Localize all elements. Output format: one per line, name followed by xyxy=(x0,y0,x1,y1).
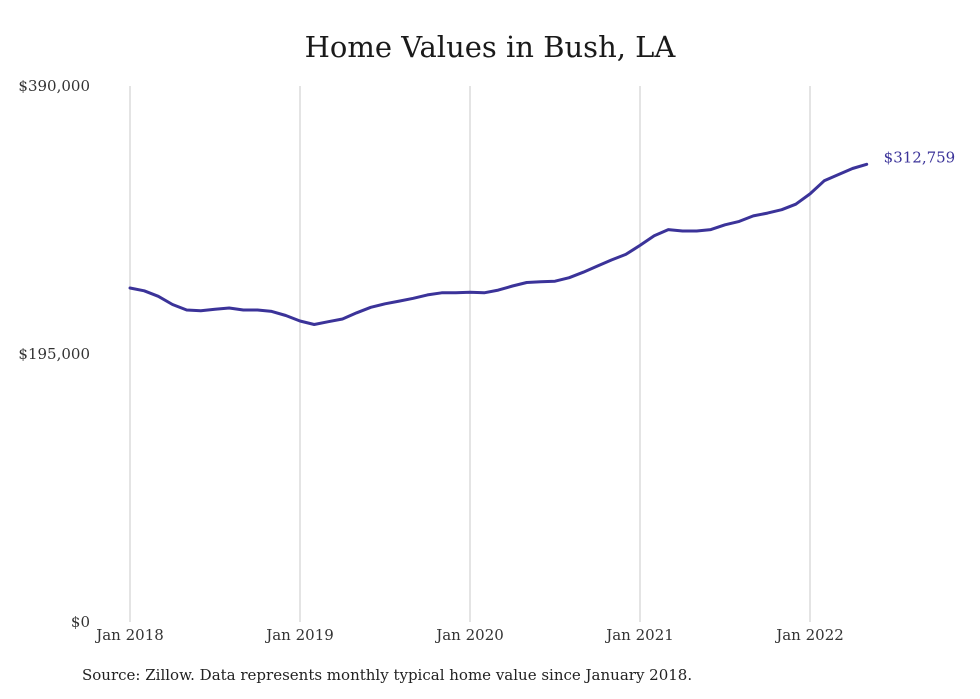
x-tick-label: Jan 2018 xyxy=(94,626,164,644)
x-tick-label: Jan 2019 xyxy=(264,626,334,644)
x-tick-label: Jan 2020 xyxy=(434,626,504,644)
annotations: $312,759 xyxy=(884,148,956,166)
x-axis-ticks: Jan 2018 Jan 2019 Jan 2020 Jan 2021 Jan 2022 xyxy=(94,626,844,644)
y-tick-label: $390,000 xyxy=(18,77,90,95)
end-value-label: $312,759 xyxy=(884,148,956,166)
y-tick-label: $195,000 xyxy=(18,345,90,363)
y-tick-label: $0 xyxy=(71,613,90,631)
gridlines xyxy=(129,86,811,622)
chart-title: Home Values in Bush, LA xyxy=(304,30,676,64)
x-tick-label: Jan 2022 xyxy=(774,626,844,644)
series-line xyxy=(128,162,869,326)
series-layer xyxy=(128,162,869,326)
y-axis-ticks: $0 $195,000 $390,000 xyxy=(18,77,90,631)
x-tick-label: Jan 2021 xyxy=(604,626,674,644)
source-note: Source: Zillow. Data represents monthly … xyxy=(82,666,693,684)
